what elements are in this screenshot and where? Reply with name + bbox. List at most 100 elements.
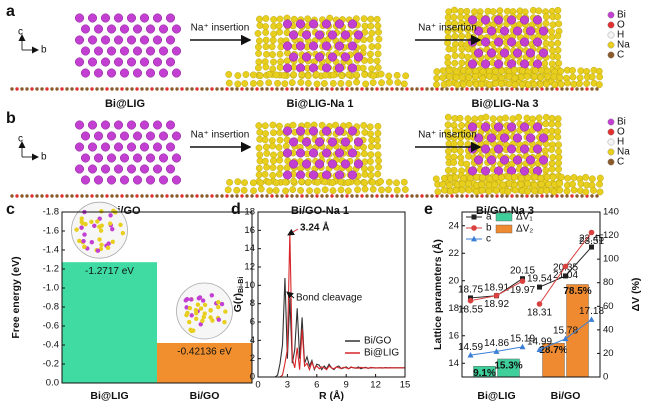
na-atom: [542, 19, 550, 27]
y-tick-label: 2: [250, 353, 255, 364]
bi-atom: [347, 148, 358, 158]
na-atom: [555, 20, 563, 28]
structure-caption: Bi@LIG-Na 1: [287, 98, 354, 110]
na-atom: [240, 186, 248, 194]
substrate-atom: [500, 194, 504, 198]
substrate-atom: [60, 194, 64, 198]
bi-atom: [334, 19, 345, 29]
na-atom: [361, 179, 369, 187]
na-atom: [276, 129, 284, 136]
na-atom: [531, 187, 538, 195]
na-atom: [385, 178, 393, 186]
substrate-atom: [525, 194, 529, 198]
na-atom: [465, 186, 473, 194]
bi-atom: [165, 57, 176, 67]
substrate-atom: [380, 87, 384, 91]
bi-atom: [506, 15, 517, 25]
na-atom: [282, 142, 290, 150]
substrate-atom: [295, 194, 299, 198]
bi-atom: [132, 175, 143, 185]
na-atom: [570, 80, 578, 88]
arrow-label: Na⁺ insertion: [418, 23, 477, 34]
na-atom: [277, 58, 284, 66]
substrate-atom: [310, 194, 314, 198]
na-atom: [272, 71, 280, 79]
substrate-atom: [275, 194, 279, 198]
na-atom: [549, 21, 557, 29]
substrate-atom: [420, 194, 424, 198]
bi-atom: [106, 131, 117, 141]
na-atom: [374, 50, 382, 58]
bi-atom: [506, 122, 517, 132]
y-tick-label: -0.4: [43, 340, 59, 351]
na-atom: [344, 179, 352, 186]
substrate-atom: [385, 194, 389, 198]
y-tick-label: 20: [448, 275, 459, 286]
bubble-atom: [223, 309, 228, 314]
na-atom: [464, 53, 472, 61]
na-atom: [577, 180, 585, 188]
na-atom: [362, 80, 370, 88]
substrate-atom: [240, 194, 244, 198]
legend-label: Na: [617, 147, 630, 158]
bubble-atom: [189, 297, 194, 302]
bi-atom: [480, 59, 491, 69]
na-atom: [524, 81, 532, 89]
substrate-atom: [400, 87, 404, 91]
na-atom: [548, 165, 556, 173]
substrate-atom: [425, 87, 429, 91]
y-tick-label: 0: [250, 372, 255, 383]
na-atom: [504, 188, 512, 195]
bar-value-label: 28.7%: [539, 345, 567, 356]
na-atom: [225, 71, 233, 78]
substrate-atom: [140, 194, 144, 198]
na-atom: [269, 164, 277, 171]
na-atom: [518, 81, 526, 89]
x-tick-label: 9: [344, 380, 349, 391]
na-atom: [510, 66, 518, 74]
na-atom: [466, 80, 473, 88]
substrate-atom: [355, 194, 359, 198]
substrate-atom: [110, 194, 114, 198]
na-atom: [360, 15, 368, 23]
substrate-atom: [165, 194, 169, 198]
bubble-atom: [202, 311, 207, 316]
na-atom: [485, 187, 493, 195]
bi-atom: [74, 164, 85, 174]
substrate-atom: [125, 87, 129, 91]
substrate-atom: [185, 87, 189, 91]
substrate-atom: [505, 194, 509, 198]
bi-atom: [100, 142, 111, 152]
na-atom: [255, 50, 262, 57]
na-atom: [263, 50, 270, 58]
na-atom: [261, 170, 269, 178]
substrate-atom: [260, 87, 264, 91]
substrate-atom: [440, 87, 444, 91]
bi-atom: [165, 35, 176, 45]
substrate-atom: [390, 194, 394, 198]
na-atom: [298, 71, 306, 79]
legend-label: a: [486, 212, 492, 223]
na-atom: [255, 164, 263, 172]
y-tick-label: 12: [244, 262, 255, 273]
x-tick-label: Bi@LIG: [90, 390, 128, 402]
bi-atom: [473, 48, 484, 58]
bubble-atom: [200, 318, 205, 323]
na-atom: [224, 186, 232, 194]
bubble-atom: [198, 322, 203, 327]
substrate-atom: [445, 194, 449, 198]
bi-atom: [519, 59, 530, 69]
bi-atom: [80, 175, 91, 185]
bubble-atom: [98, 228, 104, 233]
point-label: 14.86: [484, 338, 509, 349]
substrate-atom: [410, 87, 414, 91]
substrate-atom: [370, 87, 374, 91]
na-atom: [373, 57, 381, 65]
na-atom: [313, 178, 321, 186]
na-atom: [262, 15, 270, 22]
substrate-atom: [420, 87, 424, 91]
panel-label: b: [6, 110, 16, 127]
na-atom: [367, 165, 375, 173]
na-atom: [458, 122, 465, 129]
na-atom: [353, 178, 361, 186]
